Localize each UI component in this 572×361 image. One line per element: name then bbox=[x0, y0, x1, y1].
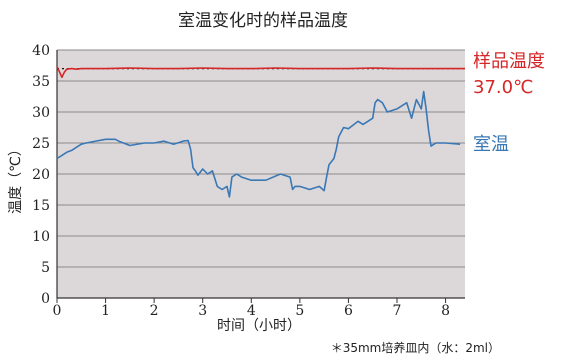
legend-sample-value: 37.0℃ bbox=[473, 77, 533, 98]
series-line-room bbox=[56, 90, 461, 198]
grid-lines bbox=[57, 49, 465, 268]
x-tick-label: 8 bbox=[441, 303, 450, 319]
x-tick-label: 0 bbox=[53, 303, 62, 319]
x-tick-label: 4 bbox=[247, 303, 256, 319]
y-tick-label: 40 bbox=[32, 43, 50, 59]
x-tick-label: 5 bbox=[295, 303, 304, 319]
axes bbox=[56, 50, 465, 303]
y-tick-label: 35 bbox=[32, 74, 50, 90]
y-tick-label: 15 bbox=[32, 198, 50, 214]
y-tick-label: 0 bbox=[41, 291, 50, 307]
x-tick-label: 7 bbox=[393, 303, 402, 319]
x-tick-label: 1 bbox=[101, 303, 110, 319]
x-tick-label: 2 bbox=[150, 303, 159, 319]
footnote: ＊35mm培养皿内（水：2ml） bbox=[331, 340, 500, 355]
series-lines bbox=[56, 66, 465, 198]
legend-sample-temp: 样品温度 bbox=[473, 51, 545, 72]
chart-title: 室温变化时的样品温度 bbox=[178, 11, 348, 31]
y-axis-label: 温度（℃） bbox=[8, 142, 24, 214]
y-tick-label: 10 bbox=[32, 229, 50, 245]
y-tick-label: 5 bbox=[41, 260, 50, 276]
x-tick-label: 3 bbox=[198, 303, 207, 319]
y-tick-label: 30 bbox=[32, 105, 50, 121]
x-tick-label: 6 bbox=[344, 303, 353, 319]
x-axis-label: 时间（小时） bbox=[217, 318, 301, 334]
series-line-sample bbox=[56, 66, 465, 79]
y-tick-label: 25 bbox=[32, 136, 50, 152]
tick-labels: 0 5 10 15 20 25 30 35 40 0 1 2 3 4 5 6 7 8 bbox=[32, 43, 450, 319]
legend-room-temp: 室温 bbox=[473, 134, 509, 155]
y-tick-label: 20 bbox=[32, 167, 50, 183]
legend: 样品温度 37.0℃ 室温 bbox=[473, 51, 545, 155]
